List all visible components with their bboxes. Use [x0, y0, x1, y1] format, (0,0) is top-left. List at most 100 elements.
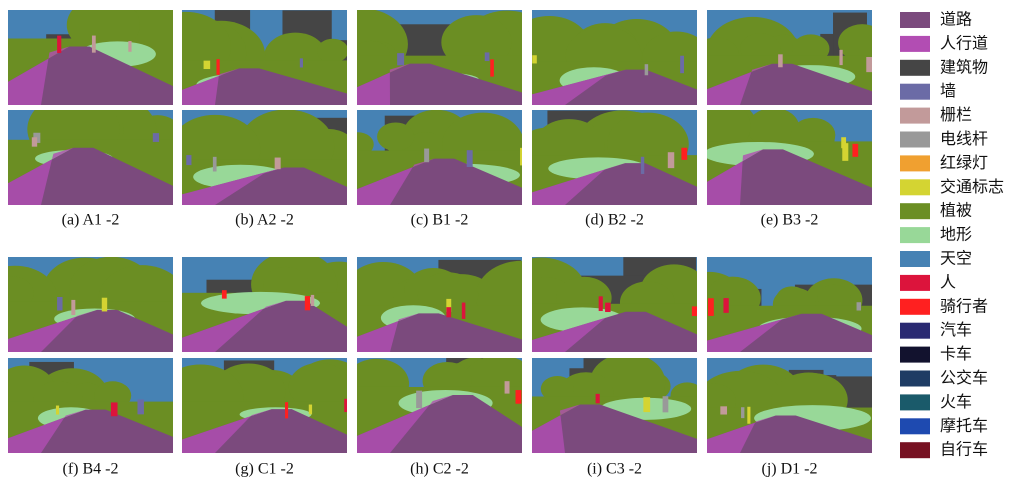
- object: [32, 137, 37, 146]
- object: [275, 158, 281, 170]
- object: [397, 53, 404, 65]
- object: [842, 143, 848, 161]
- object: [57, 36, 61, 53]
- caption: (a) A1 -2: [62, 212, 120, 229]
- object: [645, 64, 648, 75]
- object: [852, 144, 858, 157]
- road: [317, 159, 562, 205]
- road: [667, 64, 912, 105]
- figure: (a) A1 -2(b) A2 -2(c) B1 -2(d) B2 -2(e) …: [0, 0, 1032, 482]
- legend-swatch: [900, 36, 930, 52]
- legend-swatch: [900, 108, 930, 124]
- legend-label: 卡车: [940, 344, 972, 363]
- object: [111, 402, 118, 416]
- object: [344, 399, 348, 412]
- object: [643, 397, 650, 412]
- object: [532, 55, 537, 63]
- legend-swatch: [900, 132, 930, 148]
- legend-swatch: [900, 275, 930, 291]
- caption: (c) B1 -2: [411, 212, 469, 229]
- road: [492, 70, 737, 105]
- object: [839, 50, 842, 65]
- road: [142, 68, 387, 105]
- object: [153, 133, 159, 142]
- legend-label: 公交车: [940, 368, 988, 387]
- road: [317, 313, 562, 352]
- caption: (f) B4 -2: [63, 461, 119, 478]
- road: [667, 416, 912, 453]
- object: [663, 396, 669, 412]
- object: [56, 406, 59, 415]
- legend-label: 建筑物: [940, 57, 988, 76]
- object: [747, 407, 750, 424]
- object: [599, 296, 603, 311]
- legend-label: 人行道: [940, 33, 988, 52]
- object: [708, 298, 714, 316]
- legend-swatch: [900, 347, 930, 363]
- road: [142, 409, 387, 453]
- legend-label: 植被: [940, 201, 972, 220]
- object: [866, 57, 873, 72]
- object: [516, 390, 522, 404]
- object: [424, 149, 429, 163]
- object: [505, 381, 510, 393]
- legend-swatch: [900, 442, 930, 458]
- object: [596, 394, 600, 403]
- vegetation: [377, 122, 414, 151]
- object: [668, 152, 674, 168]
- road: [667, 149, 912, 205]
- object: [416, 391, 422, 408]
- legend-swatch: [900, 251, 930, 267]
- object: [128, 41, 131, 52]
- legend-label: 红绿灯: [940, 153, 988, 172]
- vegetation: [838, 24, 886, 61]
- road: [667, 314, 912, 352]
- object: [467, 150, 473, 167]
- legend-swatch: [900, 155, 930, 171]
- legend-swatch: [900, 60, 930, 76]
- legend-swatch: [900, 371, 930, 387]
- object: [641, 157, 644, 174]
- object: [741, 407, 744, 418]
- caption: (i) C3 -2: [587, 461, 642, 478]
- road: [142, 301, 387, 352]
- object: [681, 148, 687, 160]
- object: [309, 405, 312, 415]
- object: [71, 300, 75, 315]
- object: [723, 298, 728, 313]
- object: [311, 295, 314, 306]
- road: [492, 163, 737, 205]
- legend-swatch: [900, 418, 930, 434]
- caption: (e) B3 -2: [761, 212, 819, 229]
- object: [490, 59, 494, 76]
- road: [317, 395, 562, 453]
- object: [137, 400, 143, 415]
- object: [57, 297, 62, 311]
- legend-label: 摩托车: [940, 416, 988, 435]
- object: [204, 61, 211, 69]
- legend-swatch: [900, 227, 930, 243]
- object: [692, 306, 697, 316]
- object: [186, 155, 191, 165]
- object: [285, 402, 288, 418]
- image-content: [492, 110, 737, 250]
- caption: (g) C1 -2: [235, 461, 294, 478]
- road: [492, 312, 737, 352]
- object: [222, 290, 227, 298]
- object: [605, 303, 611, 312]
- caption: (j) D1 -2: [762, 461, 818, 478]
- legend-swatch: [900, 179, 930, 195]
- legend-label: 自行车: [940, 440, 988, 459]
- object: [305, 296, 310, 310]
- segmentation-image: [492, 110, 737, 250]
- object: [778, 54, 783, 67]
- legend-swatch: [900, 323, 930, 339]
- legend-swatch: [900, 203, 930, 219]
- legend-label: 骑行者: [940, 296, 988, 315]
- object: [213, 157, 217, 172]
- legend-label: 汽车: [940, 320, 972, 339]
- object: [520, 148, 525, 166]
- legend-swatch: [900, 12, 930, 28]
- object: [102, 298, 107, 312]
- object: [216, 59, 219, 75]
